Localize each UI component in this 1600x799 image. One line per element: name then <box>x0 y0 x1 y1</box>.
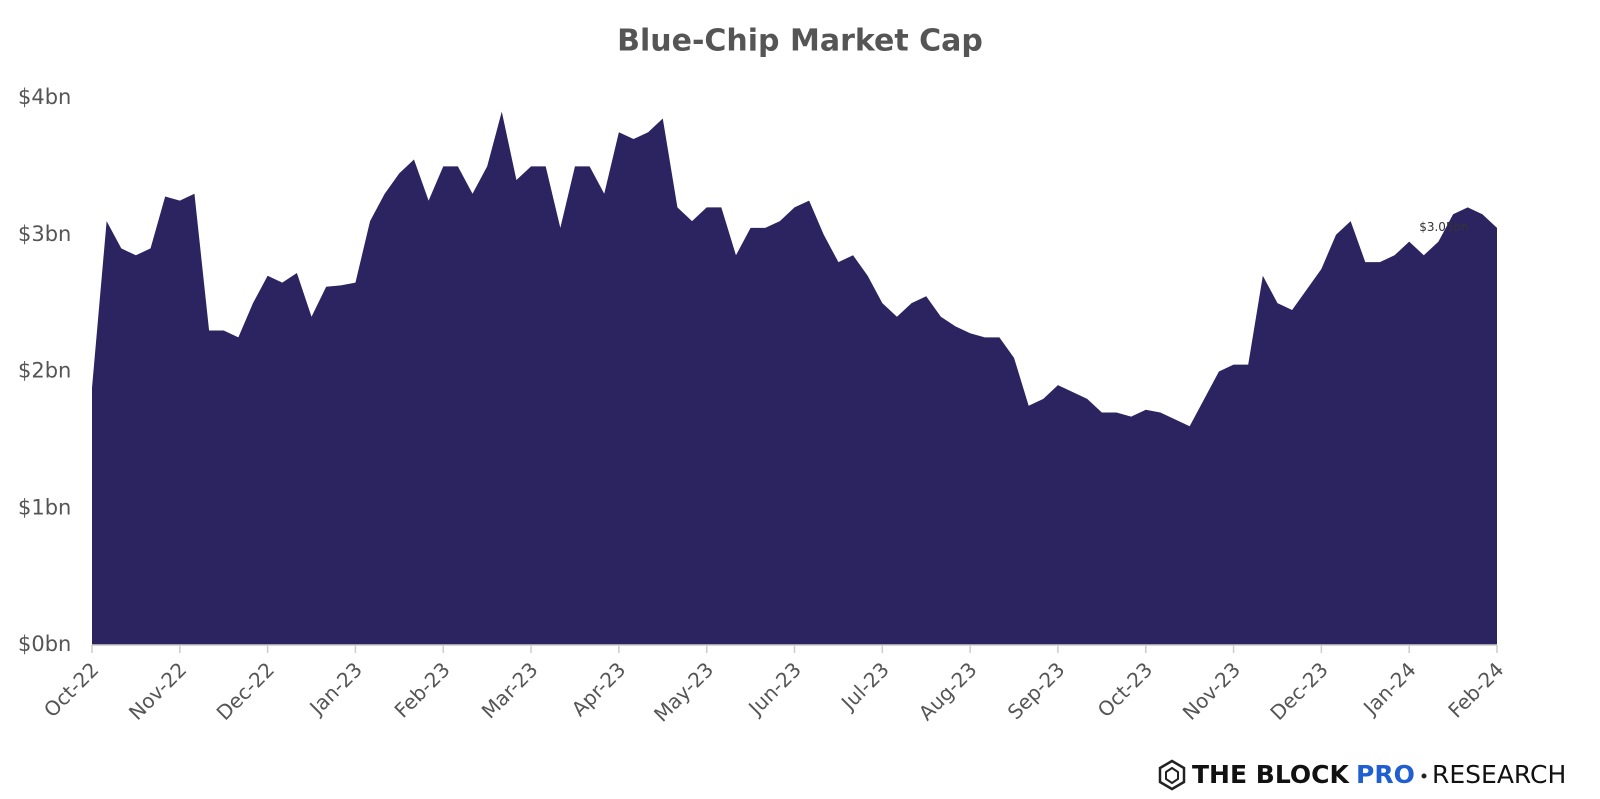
chart-title: Blue-Chip Market Cap <box>617 24 983 59</box>
y-tick-label: $3bn <box>18 222 71 246</box>
x-tick-label: Aug-23 <box>914 657 982 725</box>
value-label: $3.05bn <box>1419 220 1469 234</box>
x-tick-label: Mar-23 <box>477 657 543 723</box>
x-tick-label: Jan-23 <box>304 657 367 720</box>
x-tick-label: Feb-24 <box>1443 657 1508 722</box>
logo-icon-inner <box>1165 766 1179 785</box>
logo-research: RESEARCH <box>1432 760 1566 789</box>
x-tick-label: Nov-23 <box>1178 657 1245 724</box>
area <box>92 111 1497 646</box>
x-tick-label: Jan-24 <box>1357 657 1420 720</box>
x-tick-label: Feb-23 <box>390 657 455 722</box>
x-tick-label: Dec-22 <box>212 657 279 724</box>
logo: THE BLOCK PRO RESEARCH <box>1158 759 1566 791</box>
logo-brand: THE BLOCK <box>1192 760 1350 789</box>
x-tick-label: Oct-22 <box>39 657 104 722</box>
logo-pro: PRO <box>1356 760 1415 789</box>
x-tick-label: Jul-23 <box>835 657 894 716</box>
y-tick-label: $1bn <box>18 495 71 519</box>
logo-dot <box>1421 773 1427 779</box>
x-tick-label: Nov-22 <box>124 657 191 724</box>
x-tick-label: Dec-23 <box>1265 657 1332 724</box>
y-tick-label: $0bn <box>18 632 71 656</box>
x-tick-label: Jun-23 <box>742 657 806 721</box>
x-tick-label: Sep-23 <box>1003 657 1070 724</box>
x-tick-label: May-23 <box>649 657 718 726</box>
y-tick-label: $4bn <box>18 85 71 109</box>
x-tick-label: Apr-23 <box>567 657 631 721</box>
x-tick-label: Oct-23 <box>1093 657 1158 722</box>
y-tick-label: $2bn <box>18 359 71 383</box>
logo-icon <box>1158 759 1186 791</box>
